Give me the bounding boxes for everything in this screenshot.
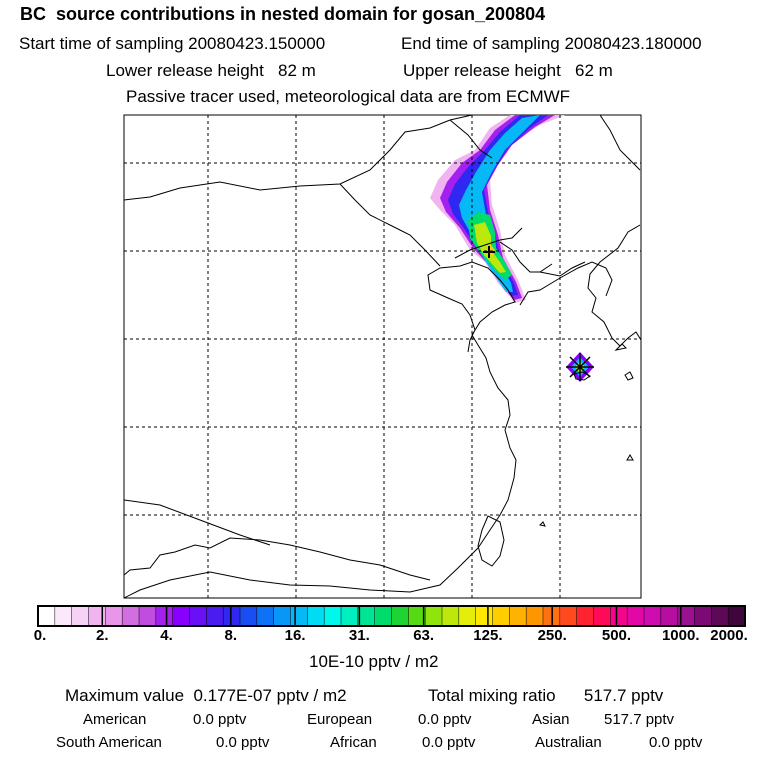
colorbar-cell [323,605,342,627]
graticule [124,115,641,598]
colorbar-cell [290,605,309,627]
colorbar-cell [559,605,578,627]
colorbar-major-ticks [37,606,746,626]
colorbar-cell [37,605,56,627]
colorbar-cell [239,605,258,627]
colorbar-cell [138,605,157,627]
colorbar-tick-label: 4. [160,627,173,644]
colorbar-outline [37,605,746,627]
colorbar-cell [357,605,376,627]
colorbar-tick-label: 1000. [661,627,700,644]
asian-label: Asian [532,711,570,728]
colorbar-cell [54,605,73,627]
american-value: 0.0 pptv [193,711,247,728]
sampling-start-time: Start time of sampling 20080423.150000 [19,34,326,53]
colorbar-cell [626,605,645,627]
south-american-value: 0.0 pptv [216,734,270,751]
colorbar-cell [155,605,174,627]
colorbar-tick-label: 31. [348,627,370,644]
colorbar-cell [727,605,746,627]
colorbar-tick-label: 16. [284,627,306,644]
colorbar-cell [256,605,275,627]
colorbar-cell [711,605,730,627]
colorbar-cell [172,605,191,627]
colorbar-cell [576,605,595,627]
colorbar-cell [643,605,662,627]
colorbar-tick-label: 0. [33,627,47,644]
colorbar-cell [391,605,410,627]
colorbar-cell [206,605,225,627]
colorbar-cells [37,605,746,627]
colorbar-unit: 10E-10 pptv / m2 [309,652,439,671]
colorbar-cell [340,605,359,627]
colorbar-cell [458,605,477,627]
colorbar-tick-label: 500. [601,627,632,644]
colorbar-cell [374,605,393,627]
colorbar-cell [475,605,494,627]
total-mixing-ratio: Total mixing ratio 517.7 pptv [428,686,664,705]
plot-title: BC source contributions in nested domain… [20,4,546,24]
country-borders [124,183,586,546]
colorbar-cell [105,605,124,627]
release-point-marker [483,246,495,258]
colorbar-cell [273,605,292,627]
colorbar-cell [71,605,90,627]
colorbar-cell [307,605,326,627]
map-frame [123,114,642,599]
australian-value: 0.0 pptv [649,734,703,751]
african-label: African [330,734,377,751]
colorbar-tick-label: 2. [96,627,109,644]
colorbar-cell [694,605,713,627]
colorbar-tick-label: 63. [413,627,435,644]
maximum-value: Maximum value 0.177E-07 pptv / m2 [65,686,347,705]
colorbar-cell [121,605,140,627]
south-american-label: South American [56,734,162,751]
european-label: European [307,711,373,728]
colorbar-cell [660,605,679,627]
colorbar-cell [492,605,511,627]
sampling-end-time: End time of sampling 20080423.180000 [401,34,702,53]
australian-label: Australian [535,734,602,751]
colorbar-cell [424,605,443,627]
colorbar-cell [222,605,241,627]
tracer-info: Passive tracer used, meteorological data… [126,87,571,106]
colorbar-tick-label: 8. [224,627,238,644]
colorbar-tick-label: 250. [537,627,567,644]
colorbar-tick-label: 125. [473,627,503,644]
european-value: 0.0 pptv [418,711,472,728]
asian-value: 517.7 pptv [604,711,675,728]
african-value: 0.0 pptv [422,734,476,751]
colorbar-cell [441,605,460,627]
colorbar-cell [189,605,208,627]
colorbar-cell [593,605,612,627]
colorbar [37,605,746,627]
upper-release-height: Upper release height 62 m [403,61,613,80]
colorbar-cell [610,605,629,627]
lower-release-height: Lower release height 82 m [106,61,316,80]
colorbar-tick-label: 2000. [710,627,748,644]
colorbar-cell [525,605,544,627]
colorbar-cell [88,605,107,627]
american-label: American [83,711,147,728]
colorbar-cell [509,605,528,627]
